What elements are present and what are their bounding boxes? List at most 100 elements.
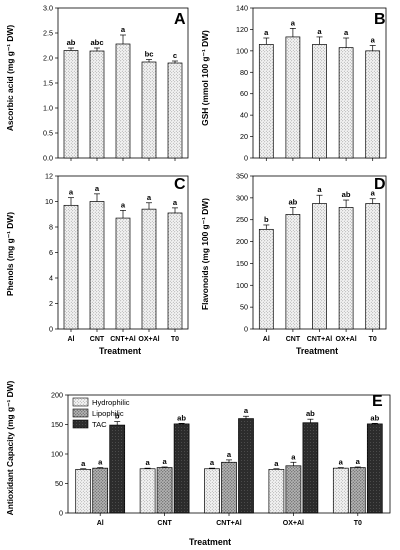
y-tick-label: 150 xyxy=(51,420,63,429)
chart-panel-antioxidant-capacity: Antioxidant Capacity (mg g⁻¹ DW) E Treat… xyxy=(5,380,391,547)
bar-value xyxy=(338,207,354,330)
bar-value xyxy=(141,208,157,330)
panel-letter: C xyxy=(174,176,186,193)
significance-letter: a xyxy=(344,28,349,37)
significance-letter: ab xyxy=(342,190,351,199)
bar-value xyxy=(365,203,381,330)
bar-hydrophilic xyxy=(332,467,349,514)
bar-hydrophilic xyxy=(204,468,220,514)
x-tick-label: CNT+Al xyxy=(216,520,242,527)
significance-letter: ab xyxy=(177,413,186,422)
panel-letter: A xyxy=(174,11,186,28)
significance-letter: bc xyxy=(145,50,154,59)
y-tick-label: 1.5 xyxy=(43,79,53,88)
bar-value xyxy=(115,43,131,159)
significance-letter: a xyxy=(162,457,167,466)
x-tick-label: OX+Al xyxy=(138,336,159,343)
significance-letter: a xyxy=(121,200,126,209)
bar-lipophilic xyxy=(156,467,173,514)
panel-letter: E xyxy=(372,393,383,410)
significance-letter: a xyxy=(339,458,344,467)
significance-letter: ab xyxy=(67,38,76,47)
bar-value xyxy=(285,214,301,330)
y-tick-label: 0.5 xyxy=(43,129,53,138)
panel-letter: B xyxy=(374,11,386,28)
significance-letter: b xyxy=(264,215,269,224)
chart-panel-gsh: GSH (mmol 100 g⁻¹ DW) B 0 20 40 60 80 100 120 1… xyxy=(200,4,387,163)
significance-letter: a xyxy=(145,458,150,467)
bar-hydrophilic xyxy=(268,468,285,514)
panel-letter: D xyxy=(374,176,386,193)
y-tick-label: 50 xyxy=(55,479,63,488)
significance-letter: a xyxy=(173,198,178,207)
bar-hydrophilic xyxy=(75,468,92,514)
x-axis-label: Treatment xyxy=(296,346,338,356)
y-tick-label: 2 xyxy=(49,299,53,308)
significance-letter: a xyxy=(356,457,361,466)
y-tick-label: 120 xyxy=(236,25,248,34)
significance-letter: a xyxy=(98,458,103,467)
significance-letter: a xyxy=(274,459,279,468)
significance-letter: a xyxy=(244,406,249,415)
y-tick-label: 20 xyxy=(240,132,248,141)
bar-tac xyxy=(366,423,383,514)
legend-label: Lipophilic xyxy=(92,409,124,418)
y-tick-label: 2.5 xyxy=(43,29,53,38)
x-tick-label: T0 xyxy=(354,520,362,527)
x-tick-label: OX+Al xyxy=(283,520,304,527)
significance-letter: a xyxy=(371,36,376,45)
y-tick-label: 6 xyxy=(49,248,53,257)
significance-letter: a xyxy=(121,25,126,34)
x-tick-label: CNT xyxy=(157,520,172,527)
y-tick-label: 100 xyxy=(236,46,248,55)
significance-letter: a xyxy=(317,185,322,194)
bar-value xyxy=(258,44,274,159)
y-tick-label: 10 xyxy=(45,197,53,206)
bar-lipophilic xyxy=(221,461,237,514)
y-tick-label: 150 xyxy=(236,259,248,268)
y-tick-label: 100 xyxy=(236,281,248,290)
y-axis-label: Ascorbic acid (mg g⁻¹ DW) xyxy=(5,25,15,132)
chart-panel-ascorbic-acid: Ascorbic acid (mg g⁻¹ DW) A 0.0 0.5 1.0 1.5… xyxy=(5,4,189,163)
bar-hydrophilic xyxy=(139,468,156,514)
y-axis-label: Phenols (mg g⁻¹ DW) xyxy=(5,212,15,296)
x-tick-label: OX+Al xyxy=(335,336,356,343)
y-tick-label: 50 xyxy=(240,303,248,312)
x-axis-label: Treatment xyxy=(99,346,141,356)
x-tick-label: CNT+Al xyxy=(110,336,136,343)
significance-letter: c xyxy=(173,51,177,60)
bar-value xyxy=(258,228,274,330)
y-tick-label: 1.0 xyxy=(43,104,53,113)
significance-letter: a xyxy=(95,184,100,193)
x-tick-label: T0 xyxy=(171,336,179,343)
significance-letter: b xyxy=(115,412,120,421)
legend-swatch xyxy=(72,419,89,429)
significance-letter: ab xyxy=(306,409,315,418)
significance-letter: a xyxy=(210,458,215,467)
bar-value xyxy=(338,47,354,159)
y-tick-label: 8 xyxy=(49,223,53,232)
bar-lipophilic xyxy=(285,465,302,514)
bar-lipophilic xyxy=(349,467,366,514)
bar-tac xyxy=(238,418,254,514)
y-axis-label: Flavonoids (mg 100 g⁻¹ DW) xyxy=(200,198,210,310)
y-tick-label: 200 xyxy=(236,237,248,246)
y-tick-label: 80 xyxy=(240,68,248,77)
y-tick-label: 2.0 xyxy=(43,54,53,63)
significance-letter: a xyxy=(69,188,74,197)
y-tick-label: 3.0 xyxy=(43,4,53,13)
bar-value xyxy=(89,201,105,330)
bar-value xyxy=(167,62,183,159)
y-tick-label: 350 xyxy=(236,172,248,181)
x-tick-label: Al xyxy=(263,336,270,343)
significance-letter: ab xyxy=(370,413,379,422)
bar-lipophilic xyxy=(92,467,109,514)
significance-letter: a xyxy=(147,193,152,202)
y-tick-label: 12 xyxy=(45,172,53,181)
bar-value xyxy=(115,217,131,330)
y-tick-label: 0 xyxy=(49,325,53,334)
legend-label: Hydrophilic xyxy=(92,398,130,407)
bar-value xyxy=(63,50,79,159)
y-tick-label: 0 xyxy=(244,325,248,334)
